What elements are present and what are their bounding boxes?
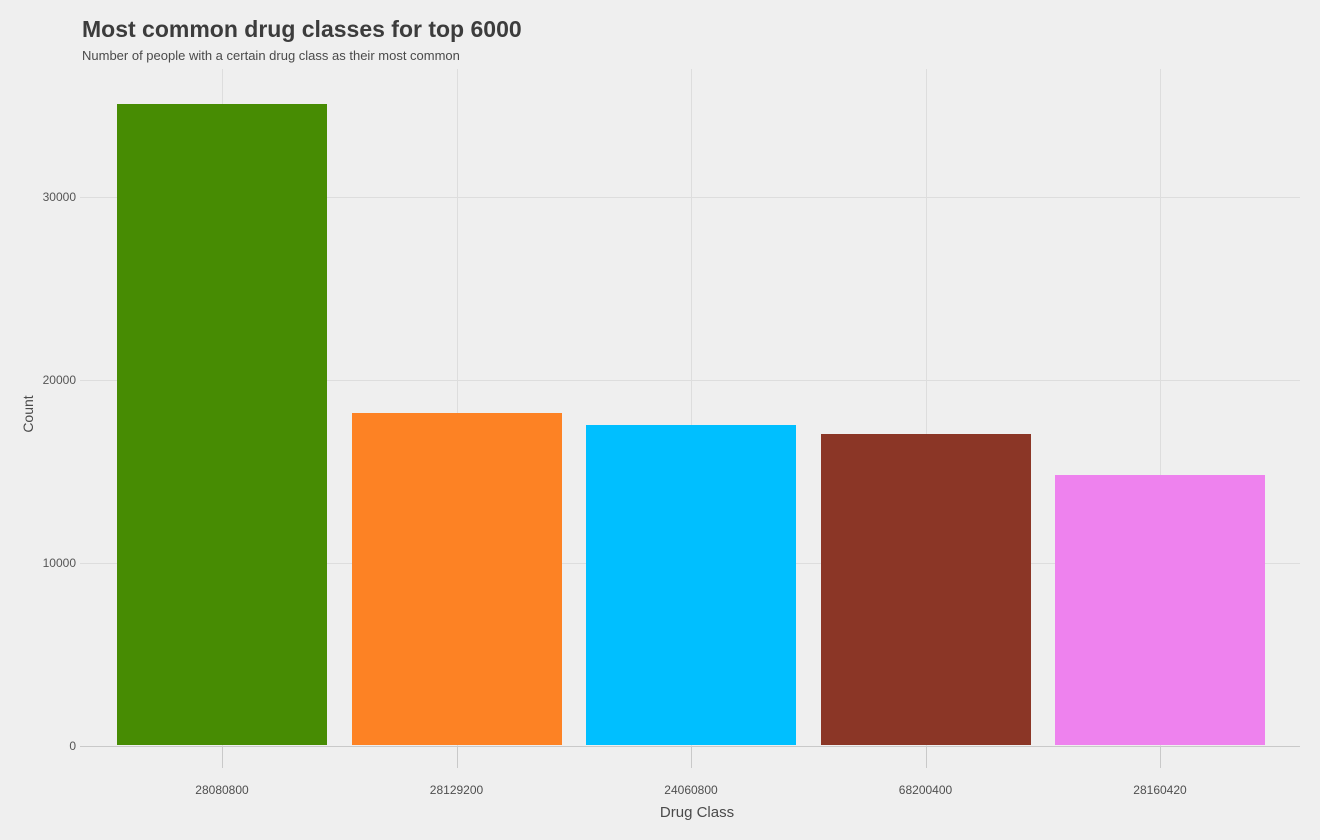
y-gridline [80, 380, 1300, 382]
x-tick-mark [1160, 747, 1161, 768]
x-tick-mark [222, 747, 223, 768]
x-axis-line [80, 746, 1300, 747]
chart-subtitle: Number of people with a certain drug cla… [82, 48, 460, 63]
bar-68200400 [820, 434, 1031, 745]
chart-title: Most common drug classes for top 6000 [82, 16, 522, 42]
y-tick-label: 10000 [42, 556, 76, 571]
x-gridline [925, 69, 927, 746]
x-tick-label: 28080800 [195, 783, 249, 797]
x-tick-label: 68200400 [898, 783, 953, 797]
bar-24060800 [586, 424, 796, 745]
y-axis-title: Count [20, 395, 36, 433]
y-tick-label: 30000 [42, 190, 76, 205]
x-gridline [1160, 69, 1161, 746]
x-tick-mark [925, 747, 927, 768]
x-tick-label: 28160420 [1133, 783, 1187, 797]
y-tick-label: 0 [69, 739, 76, 753]
bar-28160420 [1055, 475, 1265, 745]
x-gridline [691, 69, 692, 746]
bar-28080800 [117, 103, 327, 745]
x-tick-label: 28129200 [429, 783, 484, 797]
x-tick-mark [691, 747, 692, 768]
x-tick-mark [456, 747, 458, 768]
y-tick-label: 20000 [42, 373, 76, 388]
y-gridline [80, 197, 1300, 199]
bar-28129200 [351, 412, 562, 745]
x-axis-title: Drug Class [659, 804, 735, 821]
x-tick-label: 24060800 [664, 783, 718, 797]
x-gridline [456, 69, 458, 746]
